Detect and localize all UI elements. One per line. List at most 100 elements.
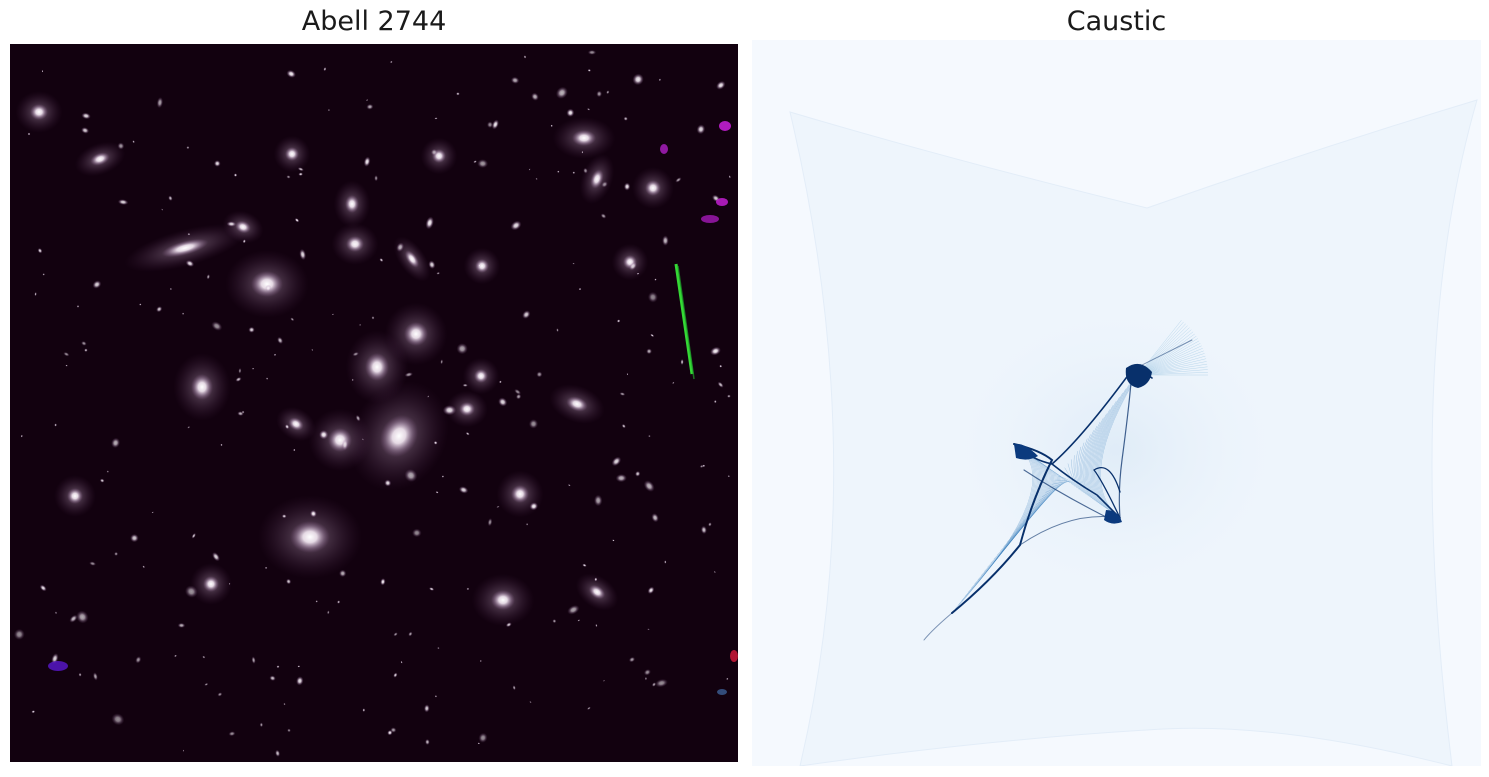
galaxy (590, 169, 604, 189)
galaxy (393, 632, 398, 637)
galaxy (557, 170, 560, 173)
galaxy (204, 682, 209, 686)
galaxy (114, 551, 119, 556)
galaxy (713, 570, 716, 574)
galaxy (477, 742, 480, 745)
galaxy (277, 336, 284, 344)
galaxy (646, 348, 652, 355)
galaxy (54, 423, 57, 427)
galaxy (458, 486, 469, 494)
galaxy (81, 112, 91, 120)
galaxy (39, 584, 47, 592)
galaxy (404, 250, 420, 268)
galaxy (702, 464, 706, 468)
galaxy (430, 148, 438, 156)
galaxy (550, 124, 553, 127)
galaxy (337, 600, 341, 604)
galaxy (92, 672, 98, 681)
galaxy (283, 702, 286, 706)
galaxy (672, 381, 675, 384)
galaxy (594, 577, 598, 582)
galaxy (63, 351, 70, 357)
galaxy (662, 235, 669, 246)
galaxy (315, 600, 318, 603)
galaxy (327, 108, 331, 112)
caustic-ray (1137, 323, 1186, 376)
galaxy (54, 611, 58, 615)
caustic-fold-line (1006, 465, 1053, 543)
galaxy (423, 704, 430, 713)
galaxy (536, 371, 543, 378)
galaxy (510, 76, 520, 84)
galaxy (327, 610, 330, 615)
caustic-fold-line (1087, 413, 1107, 505)
galaxy (577, 619, 581, 622)
galaxy (477, 159, 489, 169)
caustic-fold-line (1013, 467, 1056, 535)
galaxy (106, 470, 109, 473)
galaxy (611, 456, 622, 467)
caustic-fold-line (1094, 388, 1127, 512)
galaxy (566, 396, 588, 412)
galaxy (37, 248, 43, 254)
galaxy (228, 731, 236, 737)
galaxy (586, 108, 591, 111)
galaxy (566, 108, 575, 117)
galaxy (390, 60, 393, 64)
galaxy (281, 514, 287, 519)
galaxy (132, 140, 135, 144)
galaxy (498, 397, 508, 407)
galaxy (286, 578, 292, 585)
caustic-fold-line (1090, 401, 1117, 509)
galaxy (531, 92, 539, 101)
galaxy (299, 248, 307, 261)
galaxy (69, 614, 78, 623)
galaxy (643, 669, 651, 676)
galaxy (265, 284, 272, 292)
galaxy (41, 69, 44, 73)
galaxy (99, 478, 105, 483)
galaxy (400, 660, 403, 664)
galaxy (287, 728, 291, 733)
galaxy (479, 659, 482, 663)
galaxy (211, 321, 223, 331)
galaxy (182, 749, 185, 752)
galaxy (117, 199, 129, 205)
caustic-fold-line (1067, 463, 1079, 490)
galaxy (583, 167, 588, 174)
galaxy (81, 127, 90, 134)
galaxy (251, 367, 255, 370)
panel-title-abell-2744: Abell 2744 (301, 6, 447, 37)
caustic-map-image (752, 40, 1481, 766)
galaxy (552, 619, 557, 624)
galaxy (235, 220, 251, 234)
caustic-ray (1137, 320, 1182, 376)
galaxy (635, 470, 641, 477)
galaxy (526, 522, 528, 526)
galaxy (474, 369, 488, 383)
galaxy (266, 377, 269, 380)
galaxy (264, 566, 268, 569)
galaxy (623, 116, 628, 121)
galaxy (363, 156, 371, 167)
galaxy (459, 402, 475, 416)
galaxy (487, 518, 493, 527)
caustic-fold-line (980, 455, 1044, 576)
galaxy (298, 172, 303, 176)
galaxy (636, 272, 640, 275)
galaxy (578, 287, 582, 291)
galaxy (442, 405, 457, 416)
galaxy (182, 312, 185, 315)
caustic-fold-line (1075, 451, 1085, 494)
galaxy (13, 628, 25, 640)
galaxy (475, 259, 489, 273)
galaxy (355, 414, 361, 422)
galaxy (404, 469, 418, 482)
galaxy (499, 380, 502, 384)
galaxy (135, 656, 142, 664)
galaxy (365, 353, 389, 381)
galaxy (435, 491, 439, 494)
galaxy (628, 656, 636, 663)
galaxy (529, 700, 532, 704)
galaxy (612, 539, 615, 542)
